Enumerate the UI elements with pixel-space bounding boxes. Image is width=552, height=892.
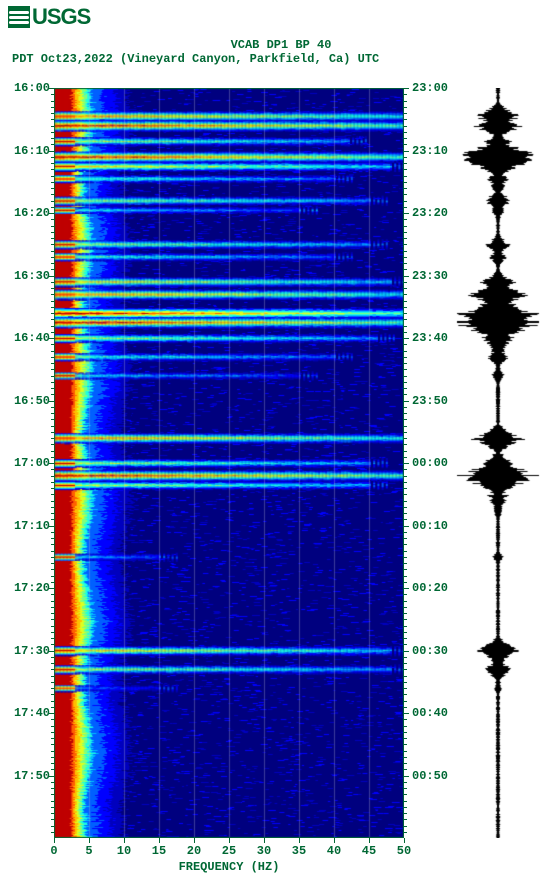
y-left-tick: 17:10	[6, 519, 50, 533]
x-tick: 30	[252, 844, 276, 858]
y-right-tick: 23:40	[412, 331, 448, 345]
waveform-plot	[456, 88, 540, 838]
x-tick: 15	[147, 844, 171, 858]
chart-title-block: VCAB DP1 BP 40 PDT Oct23,2022 (Vineyard …	[0, 38, 552, 66]
y-left-tick: 17:50	[6, 769, 50, 783]
x-tick: 0	[42, 844, 66, 858]
y-right-tick: 23:30	[412, 269, 448, 283]
y-right-tick: 23:00	[412, 81, 448, 95]
x-tick: 45	[357, 844, 381, 858]
x-tick: 35	[287, 844, 311, 858]
y-left-tick: 16:10	[6, 144, 50, 158]
usgs-logo: USGS	[8, 4, 90, 30]
chart-title: VCAB DP1 BP 40	[0, 38, 552, 52]
x-tick: 5	[77, 844, 101, 858]
y-left-tick: 17:40	[6, 706, 50, 720]
y-right-tick: 23:20	[412, 206, 448, 220]
y-right-tick: 23:50	[412, 394, 448, 408]
x-tick: 50	[392, 844, 416, 858]
chart-subtitle: PDT Oct23,2022 (Vineyard Canyon, Parkfie…	[0, 52, 552, 66]
y-left-tick: 16:00	[6, 81, 50, 95]
y-left-tick: 17:00	[6, 456, 50, 470]
y-right-tick: 00:00	[412, 456, 448, 470]
y-left-tick: 17:30	[6, 644, 50, 658]
spectrogram-plot	[54, 88, 404, 838]
y-right-tick: 00:40	[412, 706, 448, 720]
usgs-wave-icon	[8, 6, 30, 28]
y-right-tick: 00:50	[412, 769, 448, 783]
y-right-tick: 00:20	[412, 581, 448, 595]
y-right-tick: 23:10	[412, 144, 448, 158]
x-tick: 40	[322, 844, 346, 858]
x-tick: 20	[182, 844, 206, 858]
x-axis-title: FREQUENCY (HZ)	[54, 860, 404, 874]
y-right-tick: 00:30	[412, 644, 448, 658]
y-left-tick: 16:20	[6, 206, 50, 220]
usgs-logo-text: USGS	[32, 4, 90, 30]
x-tick: 10	[112, 844, 136, 858]
y-left-tick: 17:20	[6, 581, 50, 595]
y-left-tick: 16:50	[6, 394, 50, 408]
y-left-tick: 16:30	[6, 269, 50, 283]
y-left-tick: 16:40	[6, 331, 50, 345]
x-tick: 25	[217, 844, 241, 858]
y-right-tick: 00:10	[412, 519, 448, 533]
